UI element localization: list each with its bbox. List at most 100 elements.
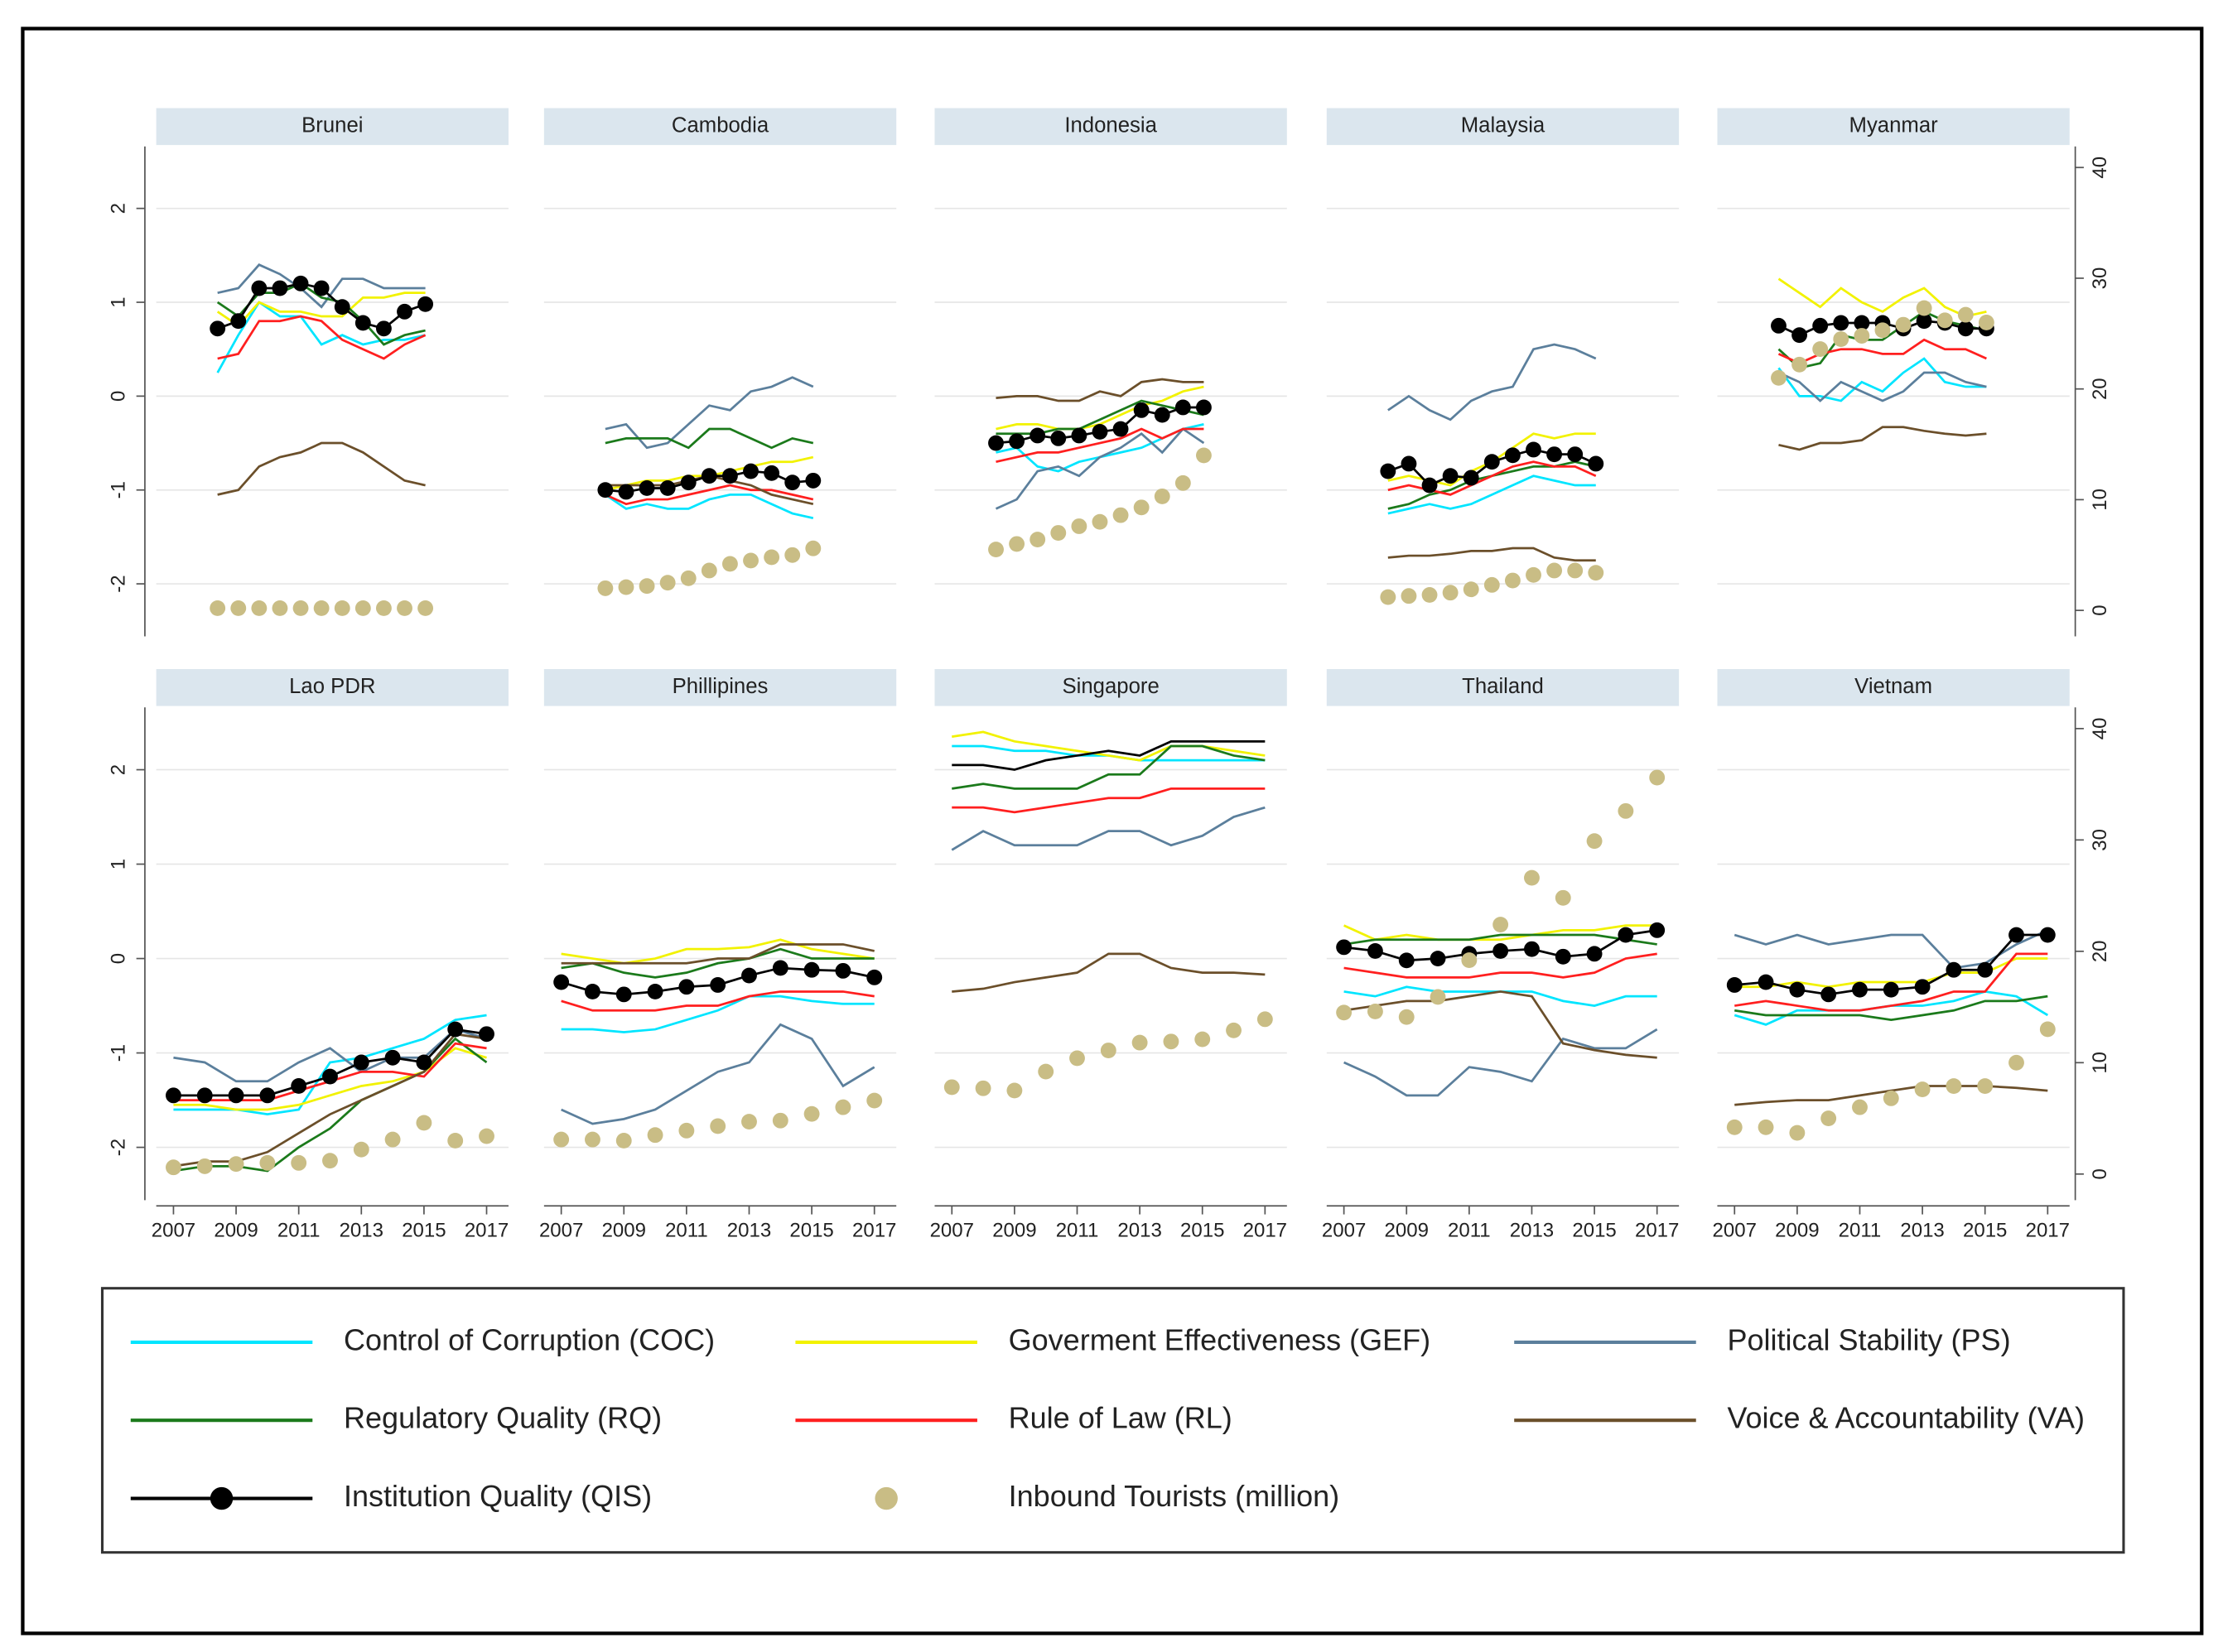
- strip: [1326, 668, 1680, 706]
- legend-label: Political Stability (PS): [1727, 1322, 2010, 1356]
- data-point: [1649, 922, 1666, 938]
- data-point: [1588, 565, 1604, 581]
- x-tick-label: 2017: [1635, 1219, 1679, 1241]
- x-tick-label: 2011: [1839, 1219, 1882, 1241]
- data-point: [1812, 317, 1829, 334]
- data-point: [1758, 974, 1774, 990]
- data-point: [1196, 399, 1212, 416]
- data-point: [1588, 455, 1604, 472]
- data-point: [805, 472, 822, 489]
- y2-tick-label: 20: [2089, 378, 2111, 400]
- data-point: [1789, 981, 1806, 998]
- data-point: [322, 1153, 338, 1169]
- panel: Thailand 2007 2009 2011 2013 2015 2017: [1322, 668, 1680, 1241]
- y2-tick-label: 10: [2089, 1052, 2111, 1074]
- data-point: [615, 1133, 632, 1149]
- series-line: [1387, 547, 1596, 562]
- x-tick-label: 2017: [1243, 1219, 1287, 1241]
- data-point: [1092, 513, 1108, 530]
- data-point: [743, 463, 759, 479]
- data-point: [1771, 317, 1787, 334]
- series-line: [952, 739, 1266, 771]
- panel: Malaysia: [1326, 108, 1680, 605]
- data-point: [353, 1141, 369, 1158]
- data-point: [416, 1115, 432, 1131]
- panel-title: Vietnam: [1854, 675, 1932, 698]
- data-point: [272, 600, 288, 616]
- legend-box: [100, 1287, 2125, 1554]
- strip: [934, 668, 1287, 706]
- data-point: [1380, 589, 1396, 605]
- panel: Phillipines 2007 2009 2011 2013 2015 2017: [539, 668, 896, 1241]
- data-point: [772, 960, 788, 976]
- data-point: [1978, 315, 1994, 330]
- data-point: [618, 579, 634, 595]
- x-tick-label: 2007: [1713, 1219, 1757, 1241]
- data-point: [1916, 300, 1932, 316]
- data-point: [1649, 769, 1666, 786]
- data-point: [1226, 1022, 1242, 1038]
- data-point: [1380, 463, 1396, 479]
- y-tick-label: 2: [107, 764, 129, 775]
- series-line: [952, 744, 1266, 790]
- x-tick-label: 2015: [402, 1219, 446, 1241]
- series-line: [561, 943, 875, 965]
- data-point: [1174, 474, 1191, 491]
- data-point: [1430, 989, 1446, 1005]
- data-point: [384, 1131, 401, 1148]
- y-tick-label: 1: [107, 859, 129, 869]
- data-point: [1050, 430, 1067, 446]
- panel-title: Indonesia: [1064, 114, 1157, 137]
- data-point: [251, 600, 268, 616]
- series-line: [996, 378, 1204, 402]
- legend-label: Control of Corruption (COC): [344, 1322, 715, 1356]
- data-point: [680, 474, 697, 491]
- data-point: [618, 484, 634, 500]
- panel-title: Thailand: [1462, 675, 1544, 698]
- x-tick-label: 2007: [930, 1219, 974, 1241]
- data-point: [772, 1112, 788, 1129]
- panel: Cambodia: [543, 108, 897, 596]
- series-line: [173, 1028, 487, 1083]
- series-line: [216, 291, 426, 328]
- y-tick-label: -1: [107, 481, 129, 498]
- x-tick-label: 2011: [1448, 1219, 1491, 1241]
- data-point: [375, 600, 392, 616]
- data-point: [1401, 588, 1417, 604]
- data-point: [447, 1133, 464, 1149]
- data-point: [1154, 488, 1170, 504]
- data-point: [230, 313, 247, 330]
- data-point: [1504, 447, 1521, 464]
- data-point: [1771, 369, 1787, 386]
- panel-title: Lao PDR: [289, 675, 375, 698]
- legend: Control of Corruption (COC) Goverment Eff…: [130, 1322, 2085, 1513]
- data-point: [597, 580, 614, 596]
- series-line: [1343, 990, 1657, 1059]
- data-point: [1504, 572, 1521, 589]
- y-tick-label: 2: [107, 203, 129, 214]
- series-line: [951, 806, 1266, 851]
- data-point: [1154, 407, 1170, 423]
- data-point: [259, 1087, 276, 1104]
- data-point: [1526, 566, 1541, 583]
- data-point: [166, 1159, 181, 1176]
- data-point: [1133, 499, 1150, 516]
- data-point: [334, 299, 350, 315]
- data-point: [1946, 961, 1962, 978]
- series-line: [605, 494, 814, 520]
- series-line: [952, 952, 1266, 993]
- data-point: [1367, 1004, 1383, 1019]
- data-point: [1336, 939, 1353, 956]
- data-point: [1401, 455, 1417, 472]
- data-point: [210, 600, 226, 616]
- series-line: [561, 938, 875, 965]
- series-line: [1777, 371, 1987, 402]
- data-point: [1833, 315, 1849, 331]
- series-line: [952, 787, 1266, 814]
- data-point: [1791, 356, 1808, 373]
- data-point: [1196, 447, 1212, 464]
- series-line: [1387, 343, 1597, 421]
- data-point: [1131, 1034, 1148, 1051]
- data-point: [272, 280, 288, 296]
- data-point: [615, 986, 632, 1003]
